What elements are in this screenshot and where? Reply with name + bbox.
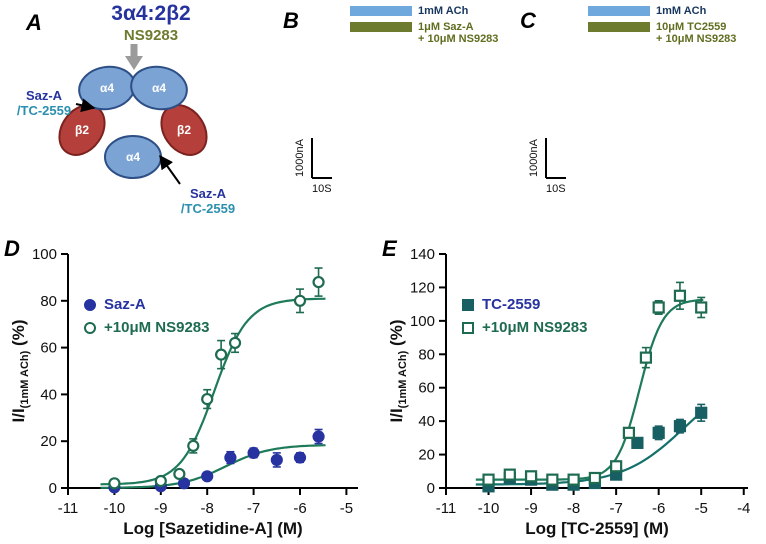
saz-a-series-label: Saz-A [104,296,146,313]
saz-a-marker-icon [84,298,96,311]
svg-text:-11: -11 [436,500,457,517]
svg-text:-10: -10 [104,500,126,517]
svg-text:100: 100 [32,246,57,263]
svg-text:100: 100 [410,313,435,330]
svg-text:β2: β2 [177,123,191,137]
legend-line1: 1μM Saz-A [418,21,474,33]
svg-text:-5: -5 [340,500,353,517]
ns9283-label: NS9283 [123,27,179,44]
svg-text:β2: β2 [75,123,89,137]
legend-panel-d: Saz-A +10μM NS9283 [84,296,210,342]
ns9283-series-label: +10μM NS9283 [482,319,588,336]
tc-ns9283-color-bar-icon [588,22,650,32]
ns9283-marker-icon [84,321,96,334]
saz-a-text: Saz-A [189,186,227,201]
svg-text:20: 20 [418,447,435,464]
svg-text:Log [Sazetidine-A] (M): Log [Sazetidine-A] (M) [123,519,302,538]
svg-text:40: 40 [418,413,435,430]
ach-color-bar-icon [350,6,412,16]
svg-text:120: 120 [410,279,435,296]
svg-text:0: 0 [427,480,435,497]
tc-2559-text: /TC-2559 [180,201,236,216]
legend-panel-e: TC-2559 +10μM NS9283 [462,296,588,342]
saz-ns9283-color-bar-icon [350,22,412,32]
svg-text:1000nA: 1000nA [294,138,306,177]
svg-text:10S: 10S [312,183,332,195]
svg-text:-8: -8 [201,500,214,517]
panel-d-letter: D [4,236,20,261]
svg-text:-5: -5 [695,500,708,517]
svg-text:-6: -6 [652,500,665,517]
svg-text:60: 60 [40,340,57,357]
legend-panel-b: 1mM ACh 1μM Saz-A + 10μM NS9283 [350,5,498,49]
svg-text:Log [TC-2559] (M): Log [TC-2559] (M) [525,519,669,538]
current-trace-c: 1000nA 10S [528,138,566,195]
svg-text:10S: 10S [546,183,566,195]
ach-color-bar-icon [588,6,650,16]
ns9283-marker-icon [462,321,474,334]
svg-text:α4: α4 [126,150,140,164]
saz-tc-site-label-top: Saz-A /TC-2559 [2,88,86,118]
tc-2559-text: /TC-2559 [16,103,72,118]
ns9283-series-label: +10μM NS9283 [104,319,210,336]
svg-text:-10: -10 [478,500,500,517]
svg-text:-11: -11 [58,500,79,517]
tc-2559-series-label: TC-2559 [482,296,541,313]
svg-text:I/I(1mM ACh) (%): I/I(1mM ACh) (%) [9,320,31,423]
saz-tc-site-label-bottom: Saz-A /TC-2559 [166,186,250,216]
panel-c-letter: C [520,8,536,33]
svg-text:-4: -4 [737,500,750,517]
svg-text:-6: -6 [293,500,306,517]
dose-response-chart-d: -11 -10 -9 -8 -7 -6 -5 0 20 40 60 80 100 Log [Sazetid… [9,246,358,538]
svg-text:80: 80 [40,293,57,310]
svg-text:-9: -9 [154,500,167,517]
svg-text:60: 60 [418,380,435,397]
tc-2559-marker-icon [462,298,474,311]
svg-text:140: 140 [410,246,435,263]
legend-line1: 10μM TC2559 [656,21,727,33]
svg-text:1000nA: 1000nA [528,138,540,177]
svg-text:80: 80 [418,346,435,363]
svg-text:20: 20 [40,433,57,450]
tc-ns9283-legend-label: 10μM TC2559 + 10μM NS9283 [656,21,736,45]
dose-response-chart-e: -11 -10 -9 -8 -7 -6 -5 -4 0 20 40 60 80 100 120 140 Log … [387,246,750,538]
svg-text:-9: -9 [524,500,537,517]
svg-text:-7: -7 [247,500,260,517]
svg-text:0: 0 [49,480,57,497]
panel-e-letter: E [382,236,397,261]
current-trace-b: 1000nA 10S [294,138,332,195]
svg-text:α4: α4 [152,81,166,95]
ach-legend-label: 1mM ACh [418,5,469,17]
svg-text:α4: α4 [100,81,114,95]
svg-text:40: 40 [40,386,57,403]
ach-legend-label: 1mM ACh [656,5,707,17]
panel-b-letter: B [283,8,299,33]
legend-line2: + 10μM NS9283 [656,33,737,45]
legend-panel-c: 1mM ACh 10μM TC2559 + 10μM NS9283 [588,5,736,49]
receptor-schematic: α4 α4 β2 β2 α4 [58,44,208,185]
receptor-stoichiometry-title: 3α4:2β2 [111,2,191,25]
saz-a-text: Saz-A [25,88,63,103]
legend-line2: + 10μM NS9283 [418,33,499,45]
svg-text:I/I(1mM ACh) (%): I/I(1mM ACh) (%) [387,320,409,423]
svg-text:-7: -7 [609,500,622,517]
svg-text:-8: -8 [567,500,580,517]
panel-a-letter: A [26,10,42,35]
saz-ns9283-legend-label: 1μM Saz-A + 10μM NS9283 [418,21,498,45]
